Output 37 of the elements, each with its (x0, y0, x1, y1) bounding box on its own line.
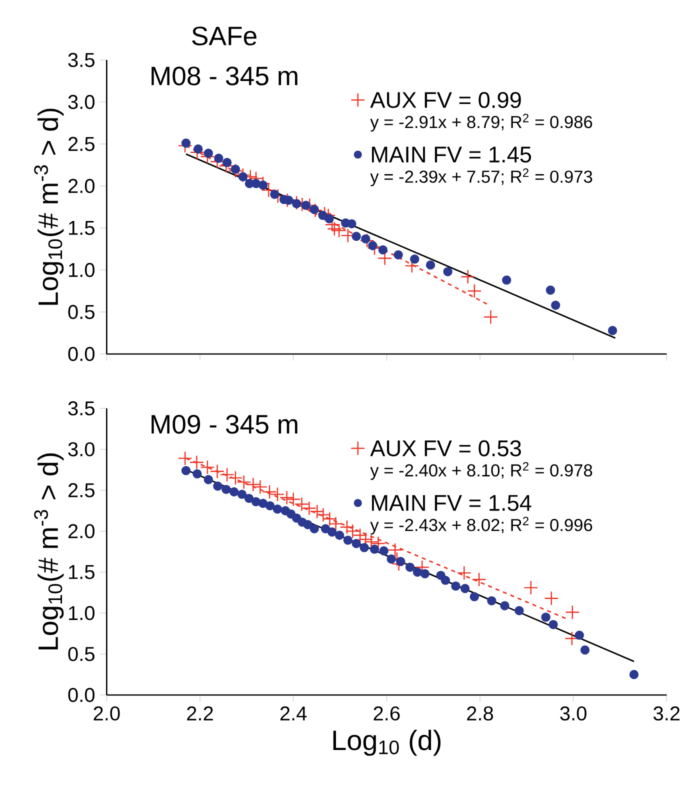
x-tick-label: 2.4 (280, 706, 307, 720)
x-axis-title: Log$_{10}$ (d) (333, 730, 441, 756)
x-tick-label: 2.8 (467, 706, 494, 721)
y-tick-label: 3.0 (68, 442, 94, 456)
x-tick-label: 2.2 (187, 706, 213, 720)
y-tick-label: 3.5 (68, 52, 94, 68)
x-tick-label: 2.0 (94, 706, 120, 721)
y-tick-label: 1.0 (69, 262, 94, 278)
annotation: y = -2.40x + 8.10; R$^{2}$ = 0.978 (370, 462, 592, 480)
y-axis-title: Log$_{10}$(# m$^{-3}$ > d) (34, 108, 64, 305)
legend-label: MAIN FV = 1.54 (372, 495, 532, 511)
y-tick-label: 1.0 (69, 606, 94, 620)
annotation: y = -2.39x + 7.57; R$^{2}$ = 0.973 (370, 168, 592, 186)
y-tick-label: 2.0 (68, 178, 94, 194)
y-tick-label: 1.5 (69, 221, 94, 235)
legend-label: AUX FV = 0.53 (370, 440, 521, 456)
chart-title: M09 - 345 m (152, 414, 298, 434)
x-tick-label: 3.2 (654, 706, 680, 721)
y-tick-label: 3.0 (68, 94, 94, 110)
y-tick-label: 0.0 (68, 346, 94, 362)
chart-subtitle: M08 - 345 m (152, 66, 298, 86)
y-tick-label: 2.5 (68, 136, 94, 152)
legend-label: MAIN FV = 1.45 (372, 146, 532, 163)
y-tick-label: 2.0 (68, 524, 94, 538)
annotation: y = -2.43x + 8.02; R$^{2}$ = 0.996 (370, 516, 592, 535)
chart-title: SAFe (192, 26, 256, 46)
x-tick-label: 2.6 (374, 706, 400, 721)
legend-label: AUX FV = 0.99 (370, 92, 521, 108)
y-tick-label: 0.5 (68, 646, 94, 662)
y-tick-label: 3.5 (68, 401, 94, 416)
y-tick-label: 1.5 (69, 565, 94, 580)
y-tick-label: 2.5 (68, 483, 94, 498)
annotation: y = -2.91x + 8.79; R$^{2}$ = 0.986 (370, 114, 592, 132)
y-axis-title: Log$_{10}$(# m$^{-3}$ > d) (34, 453, 64, 650)
y-tick-label: 0.0 (68, 688, 94, 702)
x-tick-label: 3.0 (560, 706, 586, 721)
y-tick-label: 0.5 (68, 304, 94, 320)
